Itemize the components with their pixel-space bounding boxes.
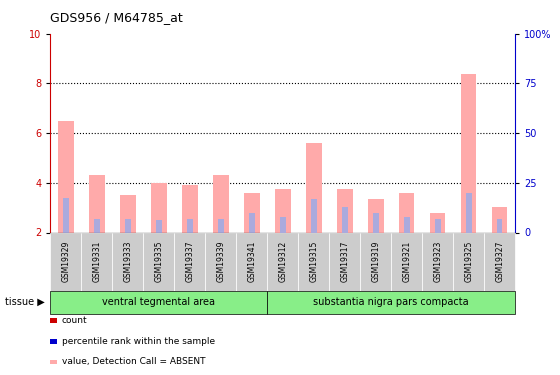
Bar (151, 183, 167, 232)
Text: GSM19319: GSM19319 (371, 241, 380, 282)
Bar (218, 219, 223, 232)
Text: tissue ▶: tissue ▶ (5, 297, 45, 307)
Bar (213, 176, 228, 232)
Bar (368, 199, 384, 232)
Bar (89, 176, 105, 232)
Bar (58, 121, 73, 232)
Bar (244, 193, 259, 232)
Bar (249, 213, 255, 232)
Bar (435, 219, 441, 232)
Text: GSM19331: GSM19331 (92, 241, 101, 282)
Text: GSM19325: GSM19325 (464, 241, 473, 282)
Bar (399, 193, 414, 232)
Text: GSM19323: GSM19323 (433, 241, 442, 282)
Bar (430, 213, 445, 232)
Bar (311, 199, 316, 232)
Bar (280, 217, 286, 232)
Text: count: count (62, 316, 87, 325)
Text: GSM19315: GSM19315 (309, 241, 318, 282)
Text: value, Detection Call = ABSENT: value, Detection Call = ABSENT (62, 357, 205, 366)
Text: substantia nigra pars compacta: substantia nigra pars compacta (314, 297, 469, 307)
Bar (275, 189, 291, 232)
Text: percentile rank within the sample: percentile rank within the sample (62, 337, 214, 346)
Bar (63, 198, 69, 232)
Bar (404, 217, 409, 232)
Text: GSM19317: GSM19317 (340, 241, 349, 282)
Text: ventral tegmental area: ventral tegmental area (102, 297, 216, 307)
Text: GSM19339: GSM19339 (216, 241, 225, 282)
Text: GSM19329: GSM19329 (62, 241, 71, 282)
Bar (306, 143, 321, 232)
Bar (461, 74, 477, 232)
Text: GSM19335: GSM19335 (155, 241, 164, 282)
Bar (337, 189, 353, 232)
Bar (497, 219, 502, 232)
Text: GSM19337: GSM19337 (185, 241, 194, 282)
Text: GSM19312: GSM19312 (278, 241, 287, 282)
Bar (187, 219, 193, 232)
Text: GSM19341: GSM19341 (248, 241, 256, 282)
Bar (492, 207, 507, 232)
Bar (120, 195, 136, 232)
Bar (466, 193, 472, 232)
Bar (182, 185, 198, 232)
Text: GSM19327: GSM19327 (495, 241, 504, 282)
Bar (373, 213, 379, 232)
Bar (156, 220, 162, 232)
Text: GSM19321: GSM19321 (402, 241, 411, 282)
Bar (342, 207, 348, 232)
Text: GSM19333: GSM19333 (123, 241, 132, 282)
Bar (125, 219, 130, 232)
Text: GDS956 / M64785_at: GDS956 / M64785_at (50, 11, 183, 24)
Bar (94, 219, 100, 232)
